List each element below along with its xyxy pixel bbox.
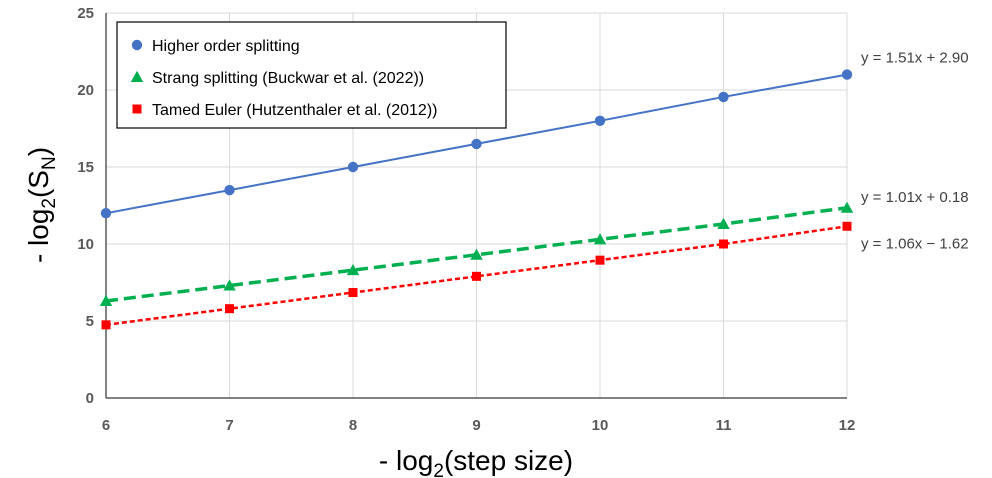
data-point-higher-order-splitting bbox=[100, 208, 112, 219]
data-point-tamed-euler-hutzenthaler-et-al-2012 bbox=[225, 304, 234, 314]
data-point-higher-order-splitting bbox=[224, 184, 235, 196]
data-point-strang-splitting-buckwar-et-al-2022 bbox=[840, 201, 854, 213]
legend: Higher order splitting Strang splitting (… bbox=[116, 21, 507, 129]
data-point-higher-order-splitting bbox=[718, 91, 729, 103]
legend-marker-tamed-euler-hutzenthaler-et-al-2012 bbox=[132, 104, 142, 114]
series-markers bbox=[99, 69, 854, 330]
trendline-equation: y = 1.01x + 0.18 bbox=[861, 189, 969, 206]
trendline-equation: y = 1.06x − 1.62 bbox=[861, 235, 969, 252]
trendline-equation: y = 1.51x + 2.90 bbox=[861, 50, 969, 67]
x-tick-labels: 6 7 8 9 10 11 12 bbox=[102, 417, 856, 434]
data-point-higher-order-splitting bbox=[347, 161, 359, 173]
data-point-tamed-euler-hutzenthaler-et-al-2012 bbox=[842, 221, 852, 231]
y-tick-label: 0 bbox=[86, 390, 94, 407]
legend-marker-strang-splitting-buckwar-et-al-2022 bbox=[130, 70, 144, 82]
legend-marker-higher-order-splitting bbox=[131, 39, 143, 51]
data-point-strang-splitting-buckwar-et-al-2022 bbox=[470, 248, 483, 260]
x-tick-label: 8 bbox=[349, 417, 357, 434]
data-point-tamed-euler-hutzenthaler-et-al-2012 bbox=[472, 271, 481, 281]
data-point-higher-order-splitting bbox=[471, 138, 482, 150]
y-tick-label: 20 bbox=[77, 82, 94, 99]
y-tick-label: 25 bbox=[77, 5, 94, 22]
x-tick-label: 7 bbox=[225, 417, 233, 434]
legend-entry: Higher order splitting bbox=[152, 38, 300, 55]
y-tick-label: 15 bbox=[77, 159, 94, 176]
data-point-tamed-euler-hutzenthaler-et-al-2012 bbox=[719, 239, 728, 249]
data-point-tamed-euler-hutzenthaler-et-al-2012 bbox=[348, 288, 358, 298]
data-point-higher-order-splitting bbox=[594, 115, 606, 127]
legend-entry: Strang splitting (Buckwar et al. (2022)) bbox=[152, 70, 424, 87]
data-point-strang-splitting-buckwar-et-al-2022 bbox=[223, 279, 236, 291]
y-tick-labels: 0 5 10 15 20 25 bbox=[77, 5, 94, 407]
y-tick-label: 10 bbox=[77, 236, 94, 253]
data-point-strang-splitting-buckwar-et-al-2022 bbox=[717, 217, 730, 229]
data-point-strang-splitting-buckwar-et-al-2022 bbox=[593, 233, 607, 245]
x-tick-label: 6 bbox=[102, 417, 110, 434]
data-point-higher-order-splitting bbox=[841, 69, 853, 80]
data-point-tamed-euler-hutzenthaler-et-al-2012 bbox=[101, 320, 111, 330]
x-tick-label: 10 bbox=[592, 417, 609, 434]
x-axis-title: - log2(step size) bbox=[379, 445, 573, 478]
x-tick-label: 12 bbox=[839, 417, 856, 434]
data-point-strang-splitting-buckwar-et-al-2022 bbox=[346, 263, 360, 276]
y-tick-label: 5 bbox=[86, 313, 94, 330]
x-tick-label: 11 bbox=[716, 417, 732, 434]
legend-entry: Tamed Euler (Hutzenthaler et al. (2012)) bbox=[152, 102, 437, 119]
x-tick-label: 9 bbox=[472, 417, 480, 434]
trendline-equations: y = 1.51x + 2.90 y = 1.01x + 0.18 y = 1.06… bbox=[861, 50, 969, 253]
data-point-tamed-euler-hutzenthaler-et-al-2012 bbox=[595, 255, 605, 265]
data-point-strang-splitting-buckwar-et-al-2022 bbox=[99, 294, 113, 306]
legend-box bbox=[116, 21, 507, 129]
y-axis-title: - log2(SN) bbox=[23, 147, 60, 263]
